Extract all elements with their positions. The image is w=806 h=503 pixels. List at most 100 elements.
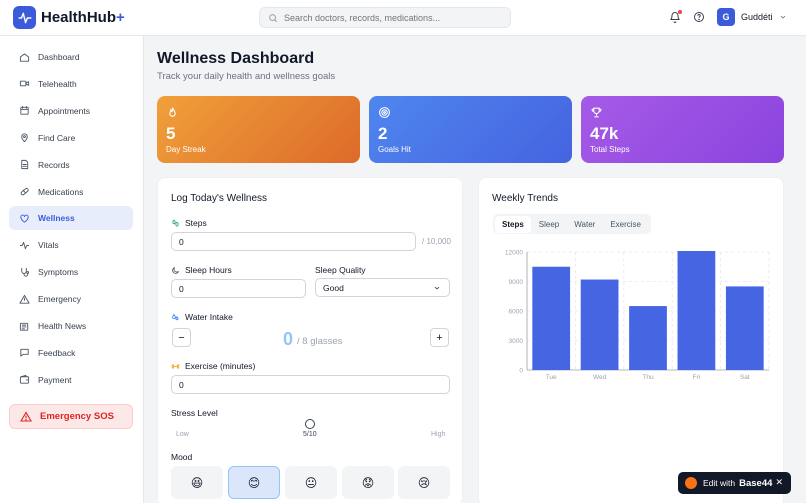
y-tick-label: 12000 xyxy=(505,250,523,257)
help-icon[interactable] xyxy=(692,10,706,24)
water-unit: / 8 glasses xyxy=(297,336,343,347)
pulse-icon xyxy=(13,6,36,29)
x-tick-label: Fri xyxy=(693,374,701,381)
sidebar-item-find-care[interactable]: Find Care xyxy=(9,126,133,150)
water-count: 0 xyxy=(283,329,294,349)
message-icon xyxy=(20,349,29,358)
base44-logo-icon xyxy=(685,477,697,489)
stat-card-streak: 5 Day Streak xyxy=(157,96,360,163)
card-title: Log Today's Wellness xyxy=(171,193,268,204)
stat-card-steps: 47k Total Steps xyxy=(581,96,784,163)
sidebar-item-health-news[interactable]: Health News xyxy=(9,314,133,338)
map-pin-icon xyxy=(21,133,28,143)
search-icon xyxy=(269,13,278,22)
x-tick-label: Wed xyxy=(593,374,607,381)
sidebar-item-label: Medications xyxy=(38,186,84,197)
mood-option[interactable]: 😟 xyxy=(342,466,394,499)
tab-sleep[interactable]: Sleep xyxy=(538,219,560,229)
exercise-input[interactable]: 0 xyxy=(171,375,450,394)
file-icon xyxy=(21,160,29,170)
alert-triangle-icon xyxy=(20,410,32,422)
mood-option[interactable]: 😢 xyxy=(398,466,450,499)
sidebar-item-telehealth[interactable]: Telehealth xyxy=(9,72,133,96)
page-subtitle: Track your daily health and wellness goa… xyxy=(157,71,336,82)
water-intake-label: Water Intake xyxy=(171,312,233,322)
exercise-label: Exercise (minutes) xyxy=(171,361,255,371)
tab-steps[interactable]: Steps xyxy=(495,215,531,233)
emergency-sos-button[interactable]: Emergency SOS xyxy=(9,404,133,429)
footprints-icon xyxy=(172,219,179,227)
stat-value: 2 xyxy=(378,124,388,143)
sidebar-item-wellness[interactable]: Wellness xyxy=(9,206,133,231)
sidebar-item-label: Symptoms xyxy=(38,267,79,278)
tab-exercise[interactable]: Exercise xyxy=(610,219,641,229)
close-icon[interactable]: ✕ xyxy=(775,477,783,487)
stat-value: 47k xyxy=(590,124,619,143)
sidebar-item-label: Feedback xyxy=(38,347,76,358)
chart-bar xyxy=(580,279,619,370)
sidebar-item-emergency[interactable]: Emergency xyxy=(9,287,133,311)
y-tick-label: 9000 xyxy=(509,279,524,286)
sleep-hours-input[interactable]: 0 xyxy=(171,279,306,298)
droplets-icon xyxy=(172,313,179,320)
sidebar-item-label: Telehealth xyxy=(38,78,77,89)
steps-label: Steps xyxy=(171,218,207,228)
sidebar-item-medications[interactable]: Medications xyxy=(9,180,133,204)
sidebar-item-appointments[interactable]: Appointments xyxy=(9,99,133,123)
mood-option[interactable]: 😆 xyxy=(171,466,223,499)
app-name: HealthHub+ xyxy=(41,9,125,26)
sidebar-item-records[interactable]: Records xyxy=(9,153,133,177)
stress-value: 5/10 xyxy=(303,431,317,438)
user-menu[interactable]: G Guddéti xyxy=(717,8,787,26)
steps-bar-chart: 0 3000 6000 9000 12000 Tue Wed Thu Fri Sat xyxy=(505,250,770,381)
dumbbell-icon xyxy=(171,364,180,368)
page-title: Wellness Dashboard xyxy=(157,50,315,67)
chevron-down-icon xyxy=(780,15,785,19)
stethoscope-icon xyxy=(21,267,30,277)
tab-water[interactable]: Water xyxy=(574,219,596,229)
edit-with-base44-badge[interactable]: Edit with Base44 ✕ xyxy=(678,472,791,494)
steps-input[interactable]: 0 xyxy=(171,232,416,251)
steps-goal: / 10,000 xyxy=(422,237,451,246)
flame-icon xyxy=(166,106,351,120)
sidebar-item-payment[interactable]: Payment xyxy=(9,368,133,392)
badge-brand: Base44 xyxy=(739,477,773,489)
sidebar-item-dashboard[interactable]: Dashboard xyxy=(9,45,133,69)
water-decrement-button[interactable]: − xyxy=(172,328,191,347)
calendar-icon xyxy=(20,106,29,115)
stat-value: 5 xyxy=(166,124,176,143)
wallet-icon xyxy=(19,375,30,384)
mood-option[interactable]: 😊 xyxy=(228,466,280,499)
target-icon xyxy=(378,106,563,120)
sidebar-item-label: Appointments xyxy=(38,105,90,116)
card-title: Weekly Trends xyxy=(492,193,558,204)
app-logo[interactable]: HealthHub+ xyxy=(13,6,125,29)
sleep-hours-label: Sleep Hours xyxy=(171,265,232,275)
search-bar[interactable] xyxy=(259,7,511,28)
sidebar-item-symptoms[interactable]: Symptoms xyxy=(9,260,133,284)
search-input[interactable] xyxy=(284,12,504,23)
sleep-quality-select[interactable]: Good xyxy=(315,278,450,297)
activity-icon xyxy=(19,241,30,249)
stress-slider-thumb[interactable] xyxy=(305,419,315,429)
sidebar-item-feedback[interactable]: Feedback xyxy=(9,341,133,365)
mood-option[interactable]: 😐 xyxy=(285,466,337,499)
sidebar-item-label: Vitals xyxy=(38,240,59,251)
page-scrollbar[interactable] xyxy=(800,36,806,503)
sidebar-item-label: Wellness xyxy=(38,213,75,224)
sidebar-item-vitals[interactable]: Vitals xyxy=(9,233,133,257)
sidebar-item-label: Dashboard xyxy=(38,52,80,62)
stat-label: Goals Hit xyxy=(378,145,411,154)
top-header: HealthHub+ G Guddéti xyxy=(0,0,806,36)
weekly-trends-card: Weekly Trends Steps Sleep Water Exercise… xyxy=(478,177,784,503)
sidebar: Emergency SOS Dashboard Telehealth Appoint… xyxy=(0,36,144,503)
stress-slider[interactable] xyxy=(171,419,449,429)
stress-level-label: Stress Level xyxy=(171,408,218,418)
heart-icon xyxy=(20,214,29,223)
sidebar-item-label: Find Care xyxy=(38,132,76,143)
sidebar-item-label: Health News xyxy=(38,321,87,331)
alert-triangle-icon xyxy=(19,294,30,304)
sidebar-item-label: Emergency xyxy=(38,294,81,305)
water-increment-button[interactable]: + xyxy=(430,328,449,347)
notification-bell-icon[interactable] xyxy=(668,10,682,24)
